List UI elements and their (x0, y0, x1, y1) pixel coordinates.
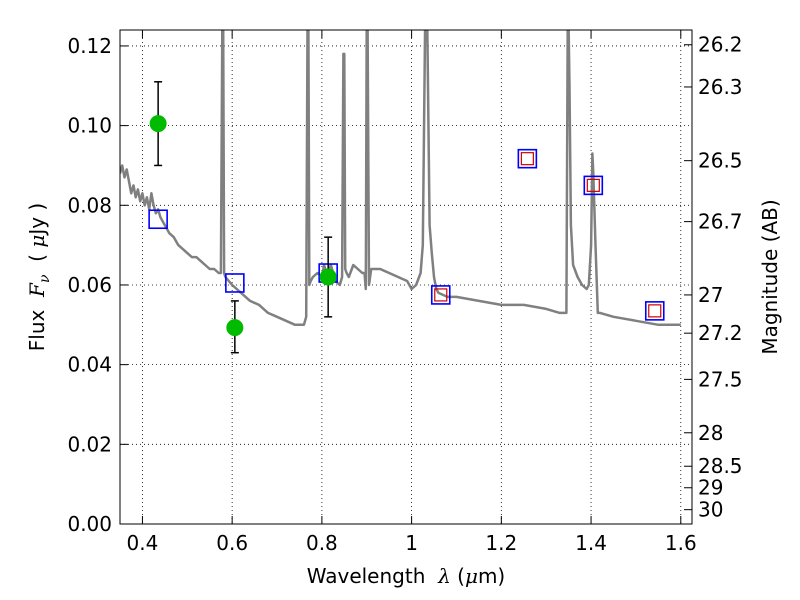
right-tick-label: 26.5 (698, 149, 743, 173)
y-tick-label: 0.12 (67, 34, 112, 58)
x-axis: 0.4 0.6 0.8 1 1.2 1.4 1.6 (127, 30, 697, 555)
right-tick-label: 27.2 (698, 321, 743, 345)
x-tick-label: 0.8 (306, 531, 338, 555)
y-axis-left: 0.00 0.02 0.04 0.06 0.08 0.10 0.12 (67, 34, 128, 536)
model-inner-box (520, 152, 534, 166)
model-inner-box (648, 304, 662, 318)
x-tick-label: 1 (405, 531, 418, 555)
y-tick-label: 0.06 (67, 273, 112, 297)
markers-layer (148, 81, 665, 354)
right-tick-label: 27 (698, 283, 723, 307)
right-tick-label: 28.5 (698, 454, 743, 478)
y-tick-label: 0.10 (67, 114, 112, 138)
y-tick-label: 0.08 (67, 193, 112, 217)
right-tick-label: 27.5 (698, 367, 743, 391)
model-box (225, 273, 245, 293)
model-spectrum-line (120, 30, 681, 327)
x-tick-label: 1.2 (485, 531, 517, 555)
x-tick-label: 1.4 (575, 531, 607, 555)
y-tick-label: 0.04 (67, 353, 112, 377)
observed-point (149, 115, 167, 133)
x-axis-title: Wavelength λ (μm) (307, 564, 506, 588)
model-inner-box (586, 178, 600, 192)
right-tick-label: 30 (698, 498, 723, 522)
right-tick-label: 26.7 (698, 210, 743, 234)
x-tick-label: 0.4 (127, 531, 159, 555)
right-axis-title: Magnitude (AB) (758, 199, 782, 354)
model-box (583, 175, 604, 196)
model-inner-box (434, 288, 448, 302)
x-tick-label: 1.6 (665, 531, 697, 555)
observed-point (319, 268, 337, 286)
y-tick-label: 0.02 (67, 432, 112, 456)
y-tick-label: 0.00 (67, 512, 112, 536)
x-tick-label: 0.6 (216, 531, 248, 555)
observed-point (226, 319, 244, 337)
right-tick-label: 29 (698, 476, 723, 500)
right-tick-label: 26.2 (698, 33, 743, 57)
model-box (148, 209, 168, 230)
model-box (644, 301, 665, 321)
model-box (517, 148, 538, 169)
right-tick-label: 26.3 (698, 75, 743, 99)
model-spectrum-layer (120, 30, 681, 327)
model-box (430, 285, 451, 305)
right-tick-label: 28 (698, 421, 723, 445)
plot-frame (119, 29, 693, 525)
y-axis-title: Flux Fν ( μJy ) (25, 203, 53, 351)
